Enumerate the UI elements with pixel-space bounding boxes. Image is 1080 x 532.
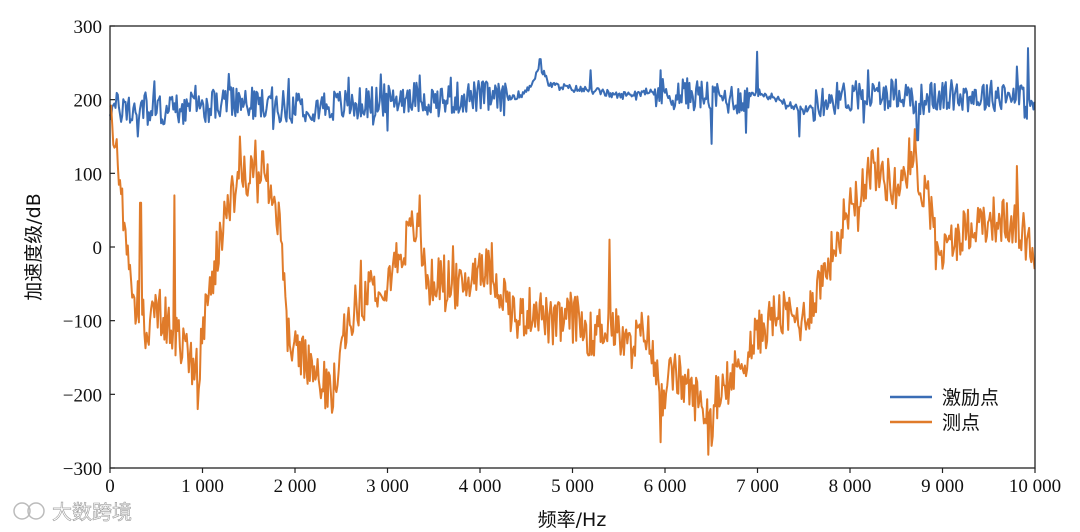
legend-label-measurement: 测点 (942, 412, 980, 434)
x-tick-label: 10 000 (1009, 476, 1061, 497)
series-line-measurement (109, 104, 1036, 456)
x-tick-label: 5 000 (551, 476, 594, 497)
x-axis-label: 频率/Hz (538, 509, 607, 531)
legend-label-excitation: 激励点 (942, 387, 999, 409)
x-tick-label: 0 (105, 476, 115, 497)
x-tick-label: 8 000 (829, 476, 872, 497)
x-tick-label: 1 000 (181, 476, 224, 497)
watermark-logo-icon (13, 502, 31, 520)
watermark: 大数跨境 (13, 500, 132, 524)
y-tick-label: 0 (93, 238, 103, 259)
x-tick-label: 9 000 (921, 476, 964, 497)
y-tick-label: 200 (74, 91, 103, 112)
series-line-excitation (109, 47, 1036, 145)
y-tick-label: 100 (74, 164, 103, 185)
y-tick-label: −100 (63, 312, 102, 333)
y-tick-label: 300 (74, 17, 103, 38)
x-tick-label: 6 000 (644, 476, 687, 497)
x-tick-label: 3 000 (366, 476, 409, 497)
legend: 激励点 测点 (890, 387, 999, 434)
watermark-text: 大数跨境 (52, 500, 132, 524)
plot-lines (109, 47, 1036, 456)
axis-ticks: 0 1 000 2 000 3 000 4 000 5 000 6 000 7 000 8 00… (63, 17, 1061, 497)
x-tick-label: 7 000 (736, 476, 779, 497)
y-tick-label: −300 (63, 459, 102, 480)
x-tick-label: 2 000 (274, 476, 317, 497)
y-tick-label: −200 (63, 385, 102, 406)
y-axis-label: 加速度级/dB (23, 193, 45, 301)
watermark-logo-icon-2 (27, 502, 45, 520)
x-tick-label: 4 000 (459, 476, 502, 497)
